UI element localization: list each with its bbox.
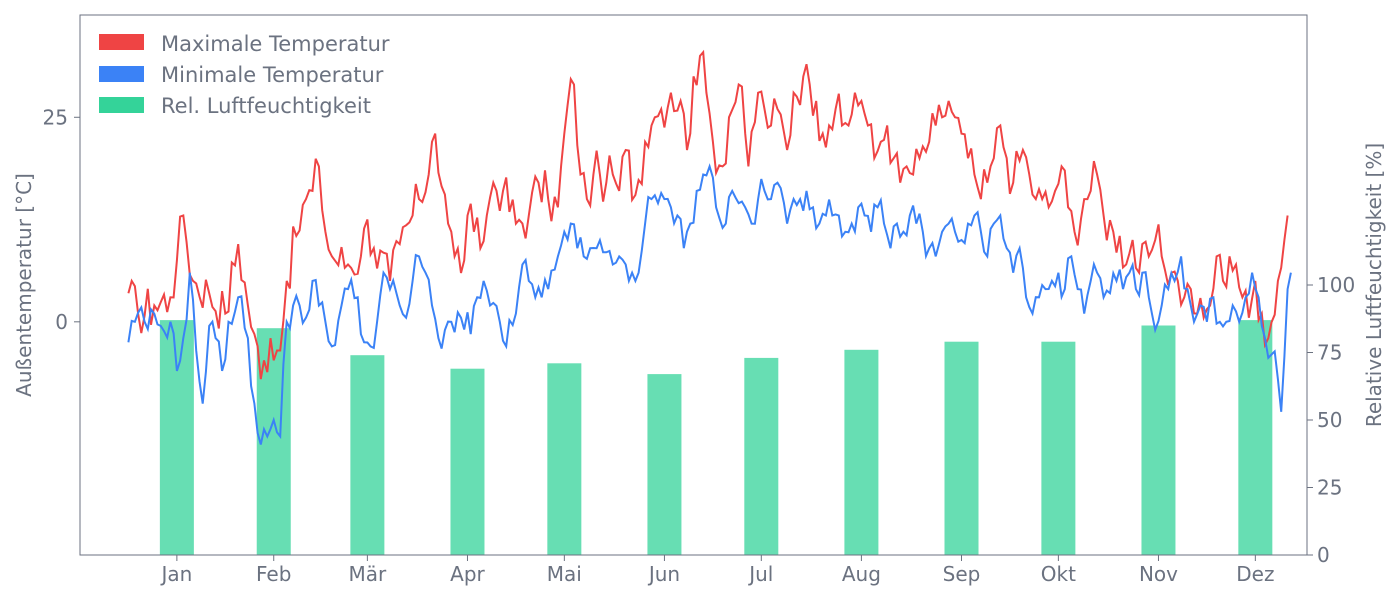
humidity-bar-Apr [450,368,485,555]
legend-swatch-max [99,34,144,50]
right-y-tick-label: 100 [1317,273,1355,297]
x-tick-label-Feb: Feb [256,562,291,586]
x-tick-label-Dez: Dez [1236,562,1274,586]
legend-swatch-humidity [99,97,144,113]
legend: Maximale Temperatur Minimale Temperatur … [99,32,390,118]
left-y-axis: 0 25 [43,105,80,334]
humidity-bar-Jan [159,320,194,555]
humidity-bar-Aug [844,349,879,555]
right-y-tick-label: 50 [1317,408,1342,432]
humidity-bar-Mai [547,363,582,555]
x-tick-label-Jun: Jun [647,562,680,586]
left-axis-label: Außentemperatur [°C] [12,173,36,397]
humidity-bar-Jun [647,374,682,555]
x-tick-label-Aug: Aug [842,562,881,586]
left-y-tick-label: 25 [43,105,68,129]
max-temperature-line [127,49,1289,380]
min-temperature-line [127,163,1292,445]
humidity-bar-Dez [1238,320,1273,555]
x-axis: Jan Feb Mär Apr Mai Jun Jul Aug Sep Okt Nov Dez [159,555,1274,586]
legend-label-min: Minimale Temperatur [161,63,384,87]
left-y-tick-label: 0 [55,310,68,334]
right-y-tick-label: 0 [1317,543,1330,567]
x-tick-label-Jan: Jan [159,562,192,586]
right-axis-label: Relative Luftfeuchtigkeit [%] [1362,143,1386,427]
humidity-bars [159,320,1273,555]
temperature-lines [127,49,1292,445]
humidity-bar-Sep [944,341,979,555]
x-tick-label-Apr: Apr [450,562,485,586]
legend-label-humidity: Rel. Luftfeuchtigkeit [161,94,371,118]
right-y-tick-label: 25 [1317,476,1342,500]
humidity-bar-Mär [350,355,385,555]
x-tick-label-Mai: Mai [547,562,582,586]
x-tick-label-Sep: Sep [943,562,981,586]
humidity-bar-Okt [1041,341,1076,555]
x-tick-label-Nov: Nov [1139,562,1178,586]
x-tick-label-Okt: Okt [1041,562,1076,586]
humidity-bar-Jul [744,357,779,555]
x-tick-label-Mär: Mär [349,562,388,586]
right-y-tick-label: 75 [1317,341,1342,365]
legend-swatch-min [99,66,144,82]
legend-label-max: Maximale Temperatur [161,32,390,56]
right-y-axis: 0 25 50 75 100 [1307,273,1355,567]
humidity-bar-Nov [1141,325,1176,555]
x-tick-label-Jul: Jul [747,562,773,586]
